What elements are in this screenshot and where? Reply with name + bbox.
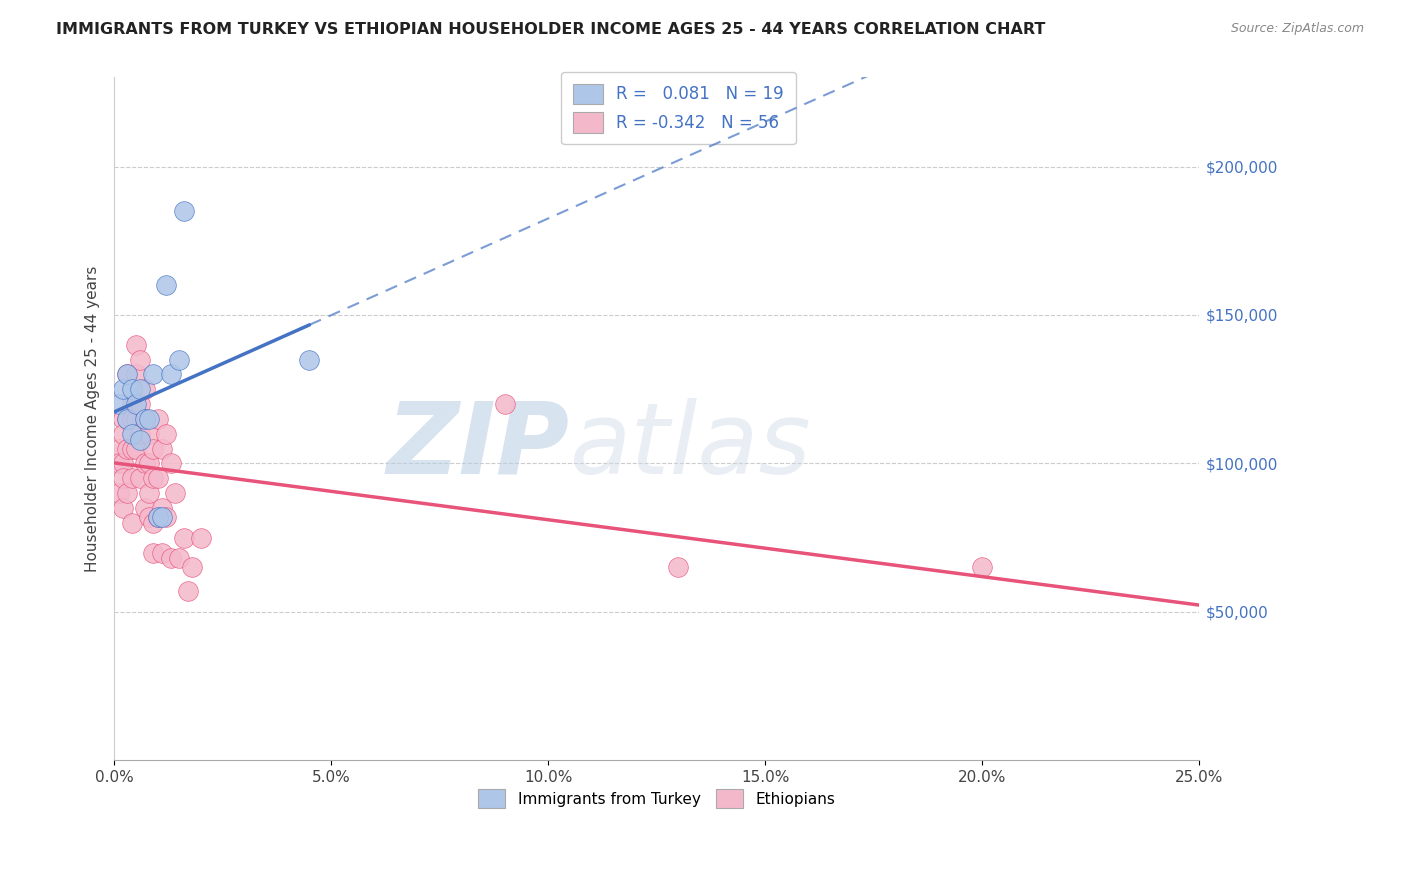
Point — [121, 412, 143, 426]
Point — [121, 516, 143, 530]
Point — [121, 442, 143, 456]
Point — [107, 397, 129, 411]
Legend: Immigrants from Turkey, Ethiopians: Immigrants from Turkey, Ethiopians — [472, 783, 842, 814]
Point — [146, 412, 169, 426]
Point — [129, 397, 152, 411]
Point — [111, 500, 134, 515]
Point — [298, 352, 321, 367]
Point — [125, 397, 148, 411]
Point — [125, 337, 148, 351]
Point — [134, 457, 156, 471]
Point — [155, 278, 177, 293]
Point — [115, 368, 138, 382]
Point — [173, 204, 195, 219]
Point — [142, 545, 165, 559]
Point — [138, 412, 160, 426]
Point — [177, 584, 200, 599]
Point — [129, 382, 152, 396]
Point — [142, 442, 165, 456]
Point — [129, 352, 152, 367]
Point — [115, 368, 138, 382]
Point — [111, 426, 134, 441]
Point — [115, 442, 138, 456]
Point — [121, 471, 143, 485]
Point — [150, 442, 173, 456]
Point — [129, 433, 152, 447]
Point — [142, 516, 165, 530]
Point — [159, 368, 181, 382]
Point — [159, 551, 181, 566]
Point — [121, 426, 143, 441]
Point — [146, 509, 169, 524]
Point — [129, 471, 152, 485]
Text: Source: ZipAtlas.com: Source: ZipAtlas.com — [1230, 22, 1364, 36]
Text: IMMIGRANTS FROM TURKEY VS ETHIOPIAN HOUSEHOLDER INCOME AGES 25 - 44 YEARS CORREL: IMMIGRANTS FROM TURKEY VS ETHIOPIAN HOUS… — [56, 22, 1046, 37]
Point — [121, 382, 143, 396]
Point — [134, 412, 156, 426]
Point — [138, 457, 160, 471]
Point — [142, 368, 165, 382]
Point — [134, 412, 156, 426]
Point — [111, 471, 134, 485]
Text: ZIP: ZIP — [387, 398, 569, 495]
Point — [125, 368, 148, 382]
Point — [107, 486, 129, 500]
Point — [107, 457, 129, 471]
Point — [138, 486, 160, 500]
Point — [115, 412, 138, 426]
Point — [150, 500, 173, 515]
Point — [138, 426, 160, 441]
Point — [173, 531, 195, 545]
Point — [115, 412, 138, 426]
Point — [129, 426, 152, 441]
Text: atlas: atlas — [569, 398, 811, 495]
Point — [159, 457, 181, 471]
Point — [134, 500, 156, 515]
Point — [190, 531, 212, 545]
Point — [155, 426, 177, 441]
Point — [142, 471, 165, 485]
Point — [111, 382, 134, 396]
Point — [115, 486, 138, 500]
Point — [169, 551, 191, 566]
Point — [666, 560, 689, 574]
Point — [169, 352, 191, 367]
Point — [150, 509, 173, 524]
Point — [972, 560, 994, 574]
Point — [146, 471, 169, 485]
Point — [163, 486, 186, 500]
Point — [138, 509, 160, 524]
Point — [111, 412, 134, 426]
Y-axis label: Householder Income Ages 25 - 44 years: Householder Income Ages 25 - 44 years — [86, 266, 100, 572]
Point — [111, 457, 134, 471]
Point — [150, 545, 173, 559]
Point — [125, 442, 148, 456]
Point — [121, 397, 143, 411]
Point — [125, 412, 148, 426]
Point — [107, 442, 129, 456]
Point — [181, 560, 204, 574]
Point — [494, 397, 516, 411]
Point — [146, 509, 169, 524]
Point — [134, 382, 156, 396]
Point — [155, 509, 177, 524]
